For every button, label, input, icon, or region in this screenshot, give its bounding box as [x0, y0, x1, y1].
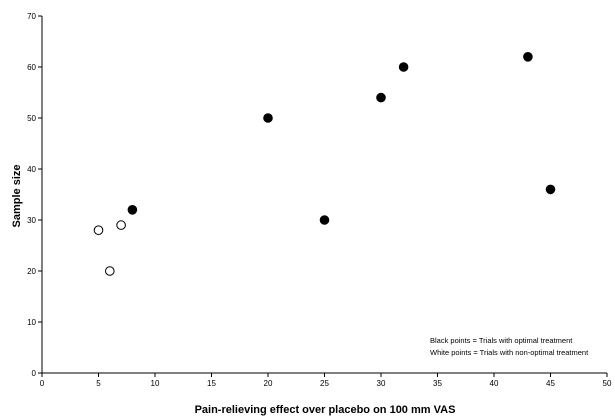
- data-point-open: [105, 266, 115, 276]
- legend-note-white: White points = Trials with non-optimal t…: [430, 348, 589, 357]
- x-tick-label: 40: [490, 379, 499, 388]
- x-tick-label: 25: [320, 379, 329, 388]
- data-points: [93, 52, 556, 276]
- legend-note-black: Black points = Trials with optimal treat…: [430, 336, 573, 345]
- data-point-open: [116, 220, 126, 230]
- data-point-filled: [319, 215, 330, 225]
- y-tick-label: 0: [32, 369, 37, 378]
- x-tick-label: 35: [433, 379, 442, 388]
- x-tick-label: 45: [546, 379, 555, 388]
- y-tick-label: 30: [27, 216, 36, 225]
- data-point-filled: [545, 184, 556, 195]
- y-tick-label: 40: [27, 165, 36, 174]
- y-tick-label: 70: [27, 12, 36, 21]
- x-tick-label: 20: [264, 379, 273, 388]
- y-tick-label: 50: [27, 114, 36, 123]
- y-axis-title: Sample size: [11, 165, 23, 228]
- x-axis-title: Pain-relieving effect over placebo on 10…: [195, 404, 456, 416]
- data-point-filled: [523, 52, 533, 62]
- x-tick-label: 5: [96, 379, 101, 388]
- data-point-filled: [263, 113, 273, 123]
- data-point-filled: [398, 62, 409, 72]
- x-tick-label: 0: [40, 379, 45, 388]
- x-tick-label: 10: [151, 379, 160, 388]
- y-tick-label: 20: [27, 267, 36, 276]
- x-tick-label: 15: [207, 379, 216, 388]
- y-tick-label: 10: [27, 318, 36, 327]
- data-point-open: [93, 225, 104, 235]
- data-point-filled: [376, 92, 386, 103]
- y-tick-label: 60: [27, 63, 36, 72]
- axes: 0 5 10 15 20 25 30 35 40 45 50 0 10 20 30 40 50 60 70: [27, 12, 612, 388]
- data-point-filled: [127, 205, 138, 215]
- x-tick-label: 50: [603, 379, 612, 388]
- x-tick-label: 30: [377, 379, 386, 388]
